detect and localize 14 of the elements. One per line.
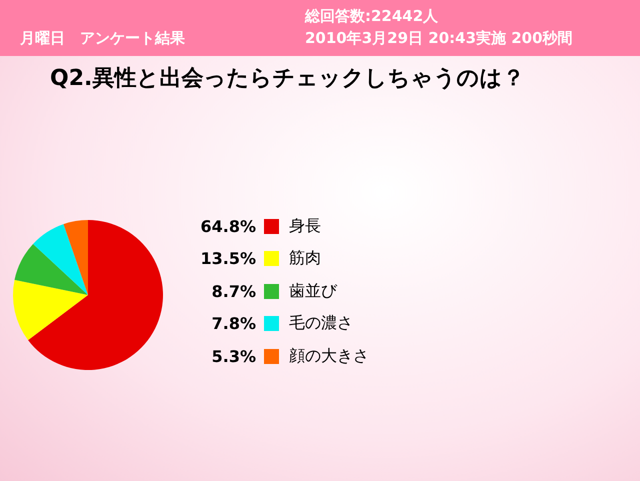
legend-label: 毛の濃さ [289,313,353,334]
data-label: 8.7% [210,282,256,301]
legend-label: 歯並び [289,280,337,302]
text: 2010年3月29日 20:43実施 200秒間 [305,29,573,48]
data-label: 13.5% [199,249,256,268]
legend-label: 身長 [289,216,321,237]
text: 総回答数:22442人 [305,7,438,26]
data-label: 7.8% [210,314,256,334]
legend-label: 筋肉 [289,248,321,270]
chart-title: Q2.異性と出会ったらチェックしちゃうのは？ [50,65,526,93]
text: 月曜日 アンケート結果 [20,29,185,48]
data-label: 64.8% [199,216,256,236]
data-label: 5.3% [210,346,256,366]
legend-label: 顔の大きさ [289,346,369,367]
